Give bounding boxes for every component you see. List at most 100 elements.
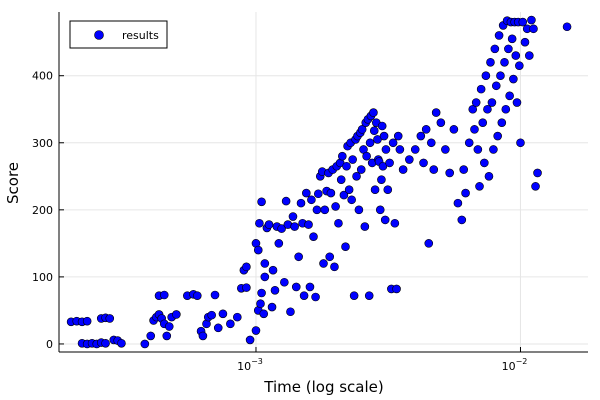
data-point — [218, 309, 228, 319]
data-point — [319, 259, 328, 268]
data-point — [294, 252, 303, 262]
data-point — [264, 220, 274, 229]
data-point — [347, 195, 356, 205]
data-point — [424, 239, 434, 248]
data-point — [159, 290, 169, 300]
data-point — [385, 158, 394, 168]
data-point — [354, 205, 364, 215]
data-point — [339, 190, 349, 200]
data-point — [364, 291, 374, 300]
data-point — [377, 121, 387, 131]
data-point — [140, 339, 150, 349]
data-point — [493, 131, 502, 141]
data-points — [66, 15, 572, 349]
data-point — [501, 104, 511, 114]
data-point — [242, 262, 251, 272]
data-point — [330, 262, 339, 272]
data-point — [352, 172, 361, 181]
data-point — [277, 224, 286, 233]
data-point — [383, 185, 393, 195]
data-point — [441, 145, 450, 154]
data-point — [193, 291, 202, 300]
data-point — [520, 37, 530, 47]
data-point — [312, 205, 322, 215]
data-point — [226, 319, 235, 329]
data-point — [344, 185, 354, 195]
data-point — [260, 272, 270, 282]
data-point — [419, 158, 428, 168]
data-point — [331, 202, 340, 211]
data-point — [255, 218, 264, 228]
data-point — [291, 282, 301, 292]
x-tick-label: 10−2 — [502, 357, 528, 373]
data-point — [392, 284, 401, 294]
data-point — [360, 222, 370, 231]
data-point — [302, 188, 311, 198]
data-point — [471, 98, 481, 107]
data-point — [449, 125, 459, 134]
data-point — [483, 104, 492, 114]
data-point — [253, 245, 263, 255]
data-point — [473, 145, 483, 154]
data-point — [497, 118, 507, 127]
data-point — [511, 51, 521, 60]
data-point — [512, 98, 522, 107]
legend-label: results — [122, 29, 159, 42]
data-point — [379, 131, 389, 141]
data-point — [445, 168, 455, 178]
data-point — [431, 108, 441, 117]
data-point — [309, 232, 318, 241]
data-point — [494, 31, 504, 40]
x-axis-label: Time (log scale) — [263, 378, 383, 396]
data-point — [357, 125, 367, 134]
data-point — [270, 285, 280, 295]
data-point — [531, 182, 540, 191]
data-point — [484, 172, 494, 181]
data-point — [251, 326, 261, 335]
data-point — [326, 188, 336, 198]
data-point — [486, 57, 495, 67]
data-point — [464, 138, 474, 148]
data-point — [393, 131, 403, 141]
data-point — [349, 291, 359, 300]
data-point — [342, 161, 351, 171]
legend-marker — [94, 30, 104, 40]
data-point — [305, 282, 315, 292]
data-point — [429, 165, 439, 174]
data-point — [489, 145, 498, 154]
data-point — [274, 239, 284, 248]
data-point — [164, 322, 174, 331]
data-point — [172, 310, 181, 319]
data-point — [480, 158, 489, 168]
data-point — [257, 197, 266, 207]
data-point — [242, 283, 251, 292]
data-point — [299, 291, 309, 300]
data-point — [82, 316, 92, 326]
data-point — [470, 125, 479, 134]
data-point — [146, 331, 156, 341]
data-point — [307, 195, 316, 205]
data-point — [369, 126, 379, 135]
data-point — [416, 131, 426, 141]
data-point — [475, 182, 484, 191]
data-point — [529, 24, 538, 34]
data-point — [487, 98, 497, 107]
data-point — [478, 118, 488, 127]
data-point — [410, 145, 420, 154]
data-point — [280, 277, 289, 287]
data-point — [395, 145, 405, 154]
data-point — [504, 44, 513, 54]
y-tick-label: 400 — [32, 70, 53, 83]
data-point — [356, 165, 366, 174]
data-point — [516, 138, 525, 148]
data-point — [370, 185, 380, 195]
data-point — [390, 218, 400, 228]
data-point — [334, 218, 343, 228]
y-tick-label: 100 — [32, 271, 53, 284]
data-point — [375, 205, 385, 215]
data-point — [162, 331, 172, 341]
data-point — [198, 331, 208, 341]
data-point — [381, 145, 391, 154]
